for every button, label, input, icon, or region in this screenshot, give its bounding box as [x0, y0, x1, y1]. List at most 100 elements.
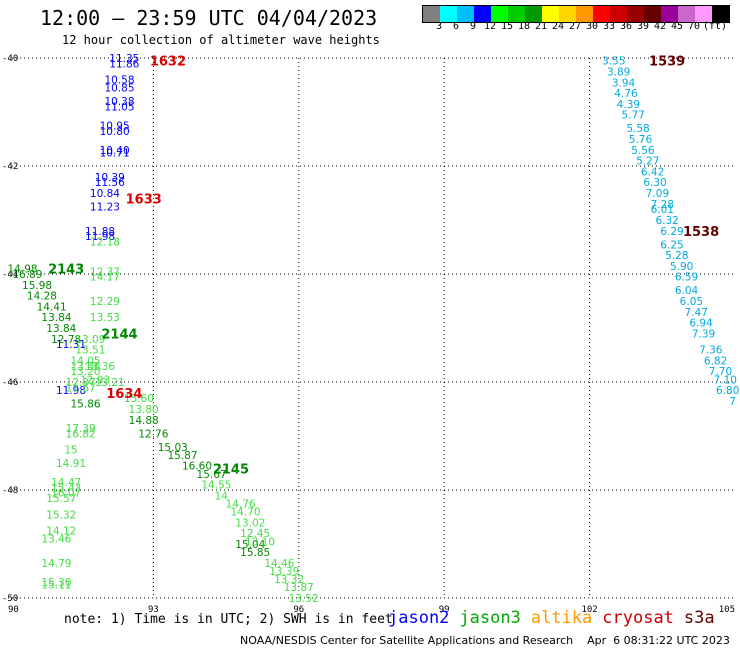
y-tick-label: -40 [2, 54, 18, 64]
pass-time-label: 2145 [213, 462, 249, 477]
y-tick-label: -46 [2, 378, 18, 388]
wave-height-label: 10.71 [100, 148, 130, 160]
wave-height-label: 7.70 [709, 366, 732, 378]
color-scale-cell [542, 6, 559, 22]
wave-height-label: 14.88 [129, 415, 159, 427]
x-tick-label: 105 [719, 605, 735, 615]
wave-height-label: 13.21 [95, 377, 125, 389]
color-scale-bar [422, 5, 730, 23]
wave-height-label: 13.46 [41, 534, 71, 546]
wave-height-label: 13.36 [71, 361, 101, 373]
color-scale-tick: 70 [687, 21, 701, 32]
wave-height-label: 15.04 [235, 539, 265, 551]
wave-height-label: 11.88 [85, 226, 115, 238]
color-scale-tick: 15 [500, 21, 514, 32]
wave-height-label: 12.37 [90, 266, 120, 278]
pass-time-label: 1632 [150, 55, 186, 70]
wave-height-label: 14.55 [201, 480, 231, 492]
wave-height-label: 12.18 [90, 237, 120, 249]
wave-height-label: 5.56 [631, 145, 655, 157]
wave-height-label: 5.58 [626, 123, 649, 135]
wave-height-label: 6.04 [675, 285, 699, 297]
wave-height-label: 12.78 [51, 334, 81, 346]
pass-time-label: 1633 [126, 192, 162, 207]
wave-height-label: 6.80 [716, 385, 739, 397]
wave-height-label: 14.91 [56, 458, 86, 470]
wave-height-label: 15.43 [51, 482, 81, 494]
wave-height-label: 6.94 [689, 318, 713, 330]
pass-time-label: 1539 [649, 55, 685, 70]
wave-height-label: 12.29 [90, 296, 120, 308]
color-scale-ticks: 3 6 9 12 15 18 21 24 27 30 33 36 39 42 45 70 (ft) [422, 21, 740, 35]
color-scale-tick: 3 [435, 21, 443, 32]
wave-height-label: 11.56 [95, 177, 125, 189]
legend-item-altika: altika [530, 608, 593, 628]
wave-height-label: 14 [215, 490, 229, 502]
wave-height-label: 13.32 [274, 574, 304, 586]
chart-title: 12:00 — 23:59 UTC 04/04/2023 [40, 6, 378, 30]
satellite-legend: jason2 jason3 altika cryosat s3a [388, 608, 715, 628]
wave-height-label: 11.86 [109, 58, 139, 70]
wave-height-label: 13.39 [269, 566, 299, 578]
wave-height-label: 12.37 [66, 377, 96, 389]
color-scale-cell [559, 6, 576, 22]
wave-height-label: 10.38 [104, 96, 134, 108]
color-scale-tick: 33 [602, 21, 616, 32]
color-scale-cell [712, 6, 729, 22]
color-scale-cell [678, 6, 695, 22]
wave-height-label: 11.05 [104, 102, 134, 114]
wave-height-label: 13.84 [46, 323, 76, 335]
wave-height-label: 6.01 [651, 204, 674, 216]
wave-height-label: 13.53 [90, 312, 120, 324]
wave-height-label: 3.94 [612, 77, 636, 89]
wave-height-label: 5.90 [670, 261, 693, 273]
wave-height-label: 11.23 [90, 202, 120, 214]
wave-height-label: 13.10 [245, 536, 275, 548]
color-scale-tick: 36 [619, 21, 633, 32]
color-scale-cell [508, 6, 525, 22]
wave-height-label: 5.28 [665, 250, 688, 262]
wave-height-label: 12.45 [240, 528, 270, 540]
wave-height-label: 7.39 [692, 328, 715, 340]
wave-height-label: 13.84 [41, 312, 71, 324]
wave-height-label: 14.70 [230, 507, 260, 519]
wave-height-label: 14.05 [71, 355, 101, 367]
wave-height-label: 15.11 [41, 580, 71, 592]
color-scale-cell [661, 6, 678, 22]
chart-subtitle: 12 hour collection of altimeter wave hei… [62, 33, 380, 47]
wave-height-label: 5.76 [629, 134, 653, 146]
color-scale-tick: 39 [636, 21, 650, 32]
wave-height-label: 14.79 [41, 558, 71, 570]
color-scale-cell [457, 6, 474, 22]
x-tick-label: 93 [148, 605, 159, 615]
wave-height-label: 16.89 [12, 269, 42, 281]
color-scale-tick: 12 [483, 21, 497, 32]
wave-height-label: 15.60 [124, 393, 154, 405]
footer-credit: NOAA/NESDIS Center for Satellite Applica… [240, 634, 730, 647]
wave-height-label: 14.28 [27, 291, 57, 303]
wave-height-label: 17.39 [66, 423, 96, 435]
wave-height-label: 6.29 [660, 226, 683, 238]
color-scale-tick: 45 [670, 21, 684, 32]
wave-height-label: 6.30 [643, 177, 666, 189]
wave-height-label: 10.84 [90, 188, 120, 200]
wave-height-label: 13.09 [75, 334, 105, 346]
wave-height-label: 16.60 [182, 461, 212, 473]
y-tick-label: -44 [2, 270, 18, 280]
pass-time-label: 1634 [106, 387, 142, 402]
wave-height-label: 15 [64, 445, 77, 457]
wave-height-label: 3.55 [602, 56, 625, 68]
wave-height-label: 11.98 [56, 385, 86, 397]
wave-height-label: 14.46 [264, 558, 294, 570]
wave-height-label: 15.98 [22, 280, 52, 292]
wave-height-label: 10.85 [104, 83, 134, 95]
color-scale-tick: 9 [469, 21, 477, 32]
wave-height-label: 13.36 [85, 361, 115, 373]
wave-height-label: 13.51 [75, 345, 105, 357]
color-scale-cell [627, 6, 644, 22]
pass-time-label: 2144 [101, 327, 137, 342]
wave-height-label: 6.25 [660, 239, 683, 251]
color-scale-cell [576, 6, 593, 22]
wave-height-label: 13.02 [235, 517, 265, 529]
wave-height-label: 4.39 [617, 99, 640, 111]
